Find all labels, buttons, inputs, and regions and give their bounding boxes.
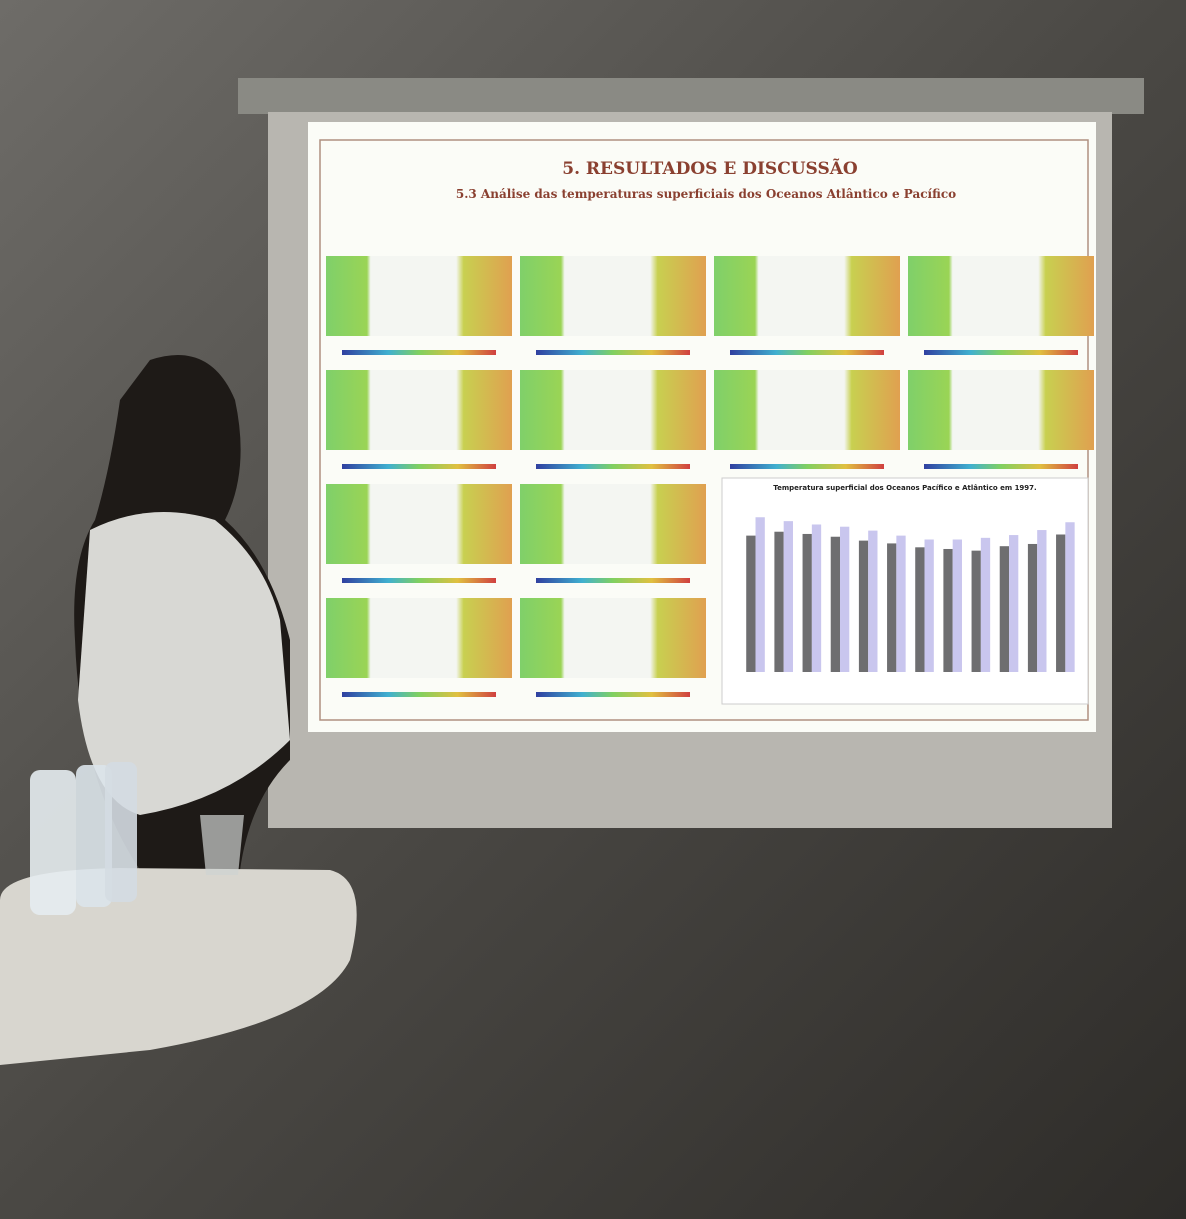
bar xyxy=(1027,543,1038,672)
colorbar xyxy=(730,464,884,469)
bar xyxy=(924,539,934,672)
bar xyxy=(952,539,962,672)
colorbar xyxy=(342,692,496,697)
bar xyxy=(1037,530,1047,672)
colorbar xyxy=(342,350,496,355)
cup xyxy=(200,815,244,875)
colorbar xyxy=(730,350,884,355)
bar-chart xyxy=(746,517,1075,672)
bottle xyxy=(105,762,137,902)
presenter-shirt xyxy=(78,512,290,815)
map-panel xyxy=(520,370,706,450)
map-panel xyxy=(520,598,706,678)
colorbar xyxy=(536,578,690,583)
bar xyxy=(811,524,822,672)
bottle xyxy=(30,770,76,915)
map-panel xyxy=(326,484,512,564)
bar xyxy=(971,550,981,672)
bar xyxy=(1009,535,1019,672)
bar xyxy=(774,531,784,672)
bar xyxy=(840,526,850,672)
map-panel xyxy=(908,370,1094,450)
bar xyxy=(999,546,1010,672)
map-panel xyxy=(520,484,706,564)
colorbar xyxy=(536,350,690,355)
colorbar xyxy=(342,464,496,469)
map-grid xyxy=(326,256,1094,697)
bar xyxy=(830,536,841,672)
bar xyxy=(896,535,906,672)
bar xyxy=(783,521,793,672)
screen-case xyxy=(238,78,1144,114)
map-panel xyxy=(714,256,900,336)
colorbar xyxy=(924,350,1078,355)
bar xyxy=(943,548,953,672)
bottle xyxy=(76,765,112,907)
bar xyxy=(915,547,925,672)
map-panel xyxy=(326,598,512,678)
map-panel xyxy=(520,256,706,336)
colorbar xyxy=(536,692,690,697)
bar xyxy=(746,535,756,672)
bar xyxy=(868,530,878,672)
bar xyxy=(858,540,869,672)
bar xyxy=(887,543,897,672)
slide-title: 5. RESULTADOS E DISCUSSÃO xyxy=(562,157,858,179)
colorbar xyxy=(536,464,690,469)
bar xyxy=(980,537,991,672)
chart-title: Temperatura superficial dos Oceanos Pací… xyxy=(773,484,1036,492)
map-panel xyxy=(714,370,900,450)
colorbar xyxy=(342,578,496,583)
table xyxy=(0,868,357,1065)
bar xyxy=(1056,534,1066,672)
bar xyxy=(1065,522,1075,672)
map-panel xyxy=(326,256,512,336)
bar xyxy=(755,517,765,672)
bar xyxy=(802,533,812,672)
slide-subtitle: 5.3 Análise das temperaturas superficiai… xyxy=(456,187,956,201)
map-panel xyxy=(908,256,1094,336)
colorbar xyxy=(924,464,1078,469)
map-panel xyxy=(326,370,512,450)
